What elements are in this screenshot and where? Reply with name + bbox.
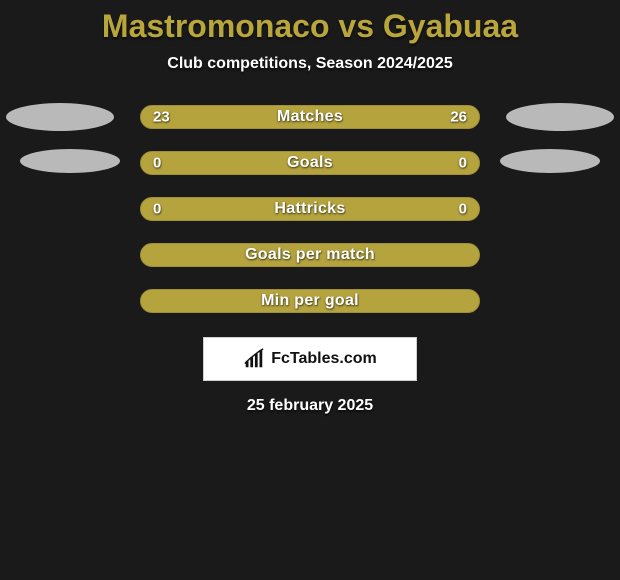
stat-value-left: 0: [153, 201, 161, 218]
avatar-placeholder-right-top: [506, 103, 614, 131]
date-label: 25 february 2025: [247, 397, 373, 415]
stat-row-hattricks: 0 Hattricks 0: [140, 197, 480, 221]
page-subtitle: Club competitions, Season 2024/2025: [167, 55, 452, 73]
stat-value-left: 0: [153, 155, 161, 172]
stat-label: Goals: [287, 154, 333, 172]
stat-row-goals-per-match: Goals per match: [140, 243, 480, 267]
avatar-placeholder-left-bottom: [20, 149, 120, 173]
stat-value-right: 26: [450, 109, 467, 126]
stat-value-right: 0: [459, 201, 467, 218]
stat-label: Goals per match: [245, 246, 375, 264]
avatar-placeholder-left-top: [6, 103, 114, 131]
stat-label: Matches: [277, 108, 343, 126]
brand-text: FcTables.com: [271, 350, 377, 368]
stat-row-matches: 23 Matches 26: [140, 105, 480, 129]
stats-container: 23 Matches 26 0 Goals 0 0 Hattricks 0 Go…: [0, 105, 620, 313]
stat-label: Hattricks: [274, 200, 345, 218]
chart-icon: [243, 348, 265, 370]
avatar-placeholder-right-bottom: [500, 149, 600, 173]
stat-row-min-per-goal: Min per goal: [140, 289, 480, 313]
brand-badge[interactable]: FcTables.com: [203, 337, 417, 381]
stat-label: Min per goal: [261, 292, 359, 310]
page-title: Mastromonaco vs Gyabuaa: [102, 8, 518, 45]
stat-value-left: 23: [153, 109, 170, 126]
stat-row-goals: 0 Goals 0: [140, 151, 480, 175]
stat-value-right: 0: [459, 155, 467, 172]
